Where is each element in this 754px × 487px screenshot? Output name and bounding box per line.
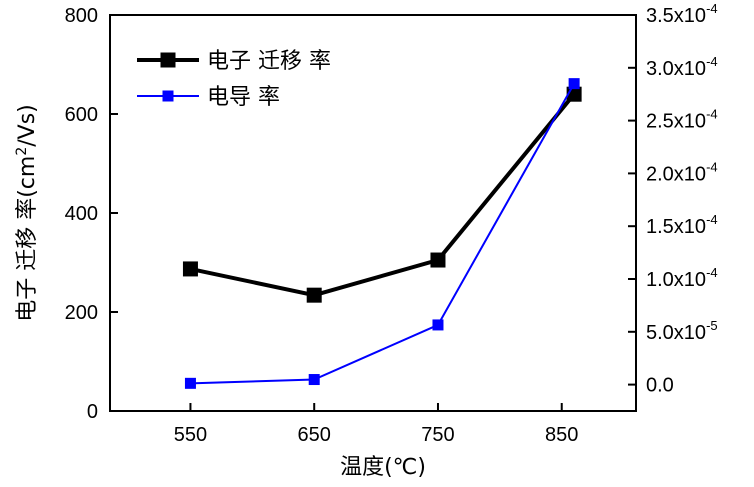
left-y-tick-label: 600 [65, 104, 98, 126]
right-y-tick-label: 2.5x10-4 [646, 107, 718, 133]
x-tick-label: 650 [298, 424, 331, 446]
plot-frame [109, 14, 637, 412]
left-y-tick-label: 200 [65, 302, 98, 324]
x-axis-title: 温度(℃) [340, 455, 426, 480]
right-y-tick-label: 5.0x10-5 [646, 318, 718, 344]
legend-marker [162, 90, 174, 102]
left-y-tick-label: 800 [65, 5, 98, 27]
series-1-point [306, 287, 322, 303]
series-1-point [430, 252, 446, 268]
series-2-point [432, 319, 444, 331]
right-y-tick-label: 2.0x10-4 [646, 159, 718, 185]
x-tick-label: 850 [545, 424, 578, 446]
series-line-1 [190, 92, 576, 298]
right-y-tick-label: 0.0 [646, 375, 674, 397]
series-2-point [184, 377, 196, 389]
series-layer [182, 78, 582, 389]
left-y-tick-label: 0 [87, 401, 98, 423]
left-y-axis-ticks: 0 200 400 600 800 [65, 5, 118, 423]
left-y-axis-title: 电子 迁移 率(cm2/Vs) [14, 104, 40, 322]
left-y-tick-label: 400 [65, 203, 98, 225]
right-y-tick-label: 1.5x10-4 [646, 212, 718, 238]
legend-label: 电导 率 [207, 85, 280, 110]
legend-marker [160, 52, 176, 68]
series-2-point [308, 374, 320, 386]
series-1-point [182, 261, 198, 277]
right-y-tick-label: 1.0x10-4 [646, 265, 718, 291]
series-line-2 [190, 83, 575, 385]
right-y-tick-label: 3.0x10-4 [646, 54, 718, 80]
x-axis-ticks: 550 650 750 850 [174, 403, 578, 446]
right-y-tick-label: 3.5x10-4 [646, 1, 718, 27]
x-tick-label: 550 [174, 424, 207, 446]
series-2-point [568, 78, 580, 90]
x-tick-label: 750 [421, 424, 454, 446]
legend-label: 电子 迁移 率 [207, 49, 331, 74]
legend: 电子 迁移 率电导 率 [137, 49, 331, 110]
right-y-axis-ticks: 0.0 5.0x10-5 1.0x10-4 1.5x10-4 2.0x10-4 2.5x1… [628, 1, 718, 397]
